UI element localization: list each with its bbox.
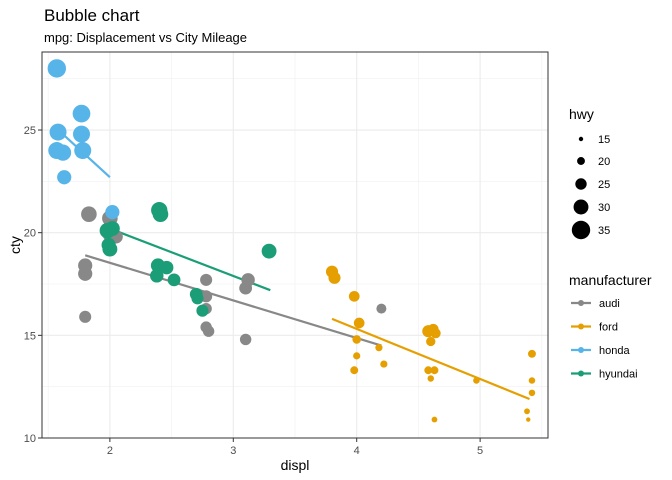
bubble-ford [426, 336, 436, 347]
bubble-audi [241, 273, 255, 287]
x-tick-label: 3 [230, 445, 236, 457]
size-legend-title: hwy [569, 106, 594, 122]
trend-line-audi [84, 254, 382, 347]
color-legend-dot [578, 300, 584, 306]
size-legend-label: 20 [598, 156, 610, 168]
color-legend: manufacturer audi ford honda hyundai [569, 272, 652, 381]
bubble-ford [528, 389, 536, 397]
bubble-audi [239, 333, 252, 346]
bubble-hyundai [150, 269, 164, 283]
size-legend-label: 15 [598, 134, 610, 146]
bubble-hyundai [104, 221, 120, 237]
bubble-ford [350, 366, 359, 375]
bubble-honda [105, 205, 120, 220]
bubble-audi [376, 303, 387, 314]
color-legend-dot [578, 347, 584, 353]
y-tick-label: 20 [24, 228, 36, 240]
size-legend-key [573, 199, 589, 215]
bubble-honda [74, 142, 92, 160]
bubble-ford [528, 377, 536, 384]
color-legend-label-honda: honda [599, 345, 630, 357]
x-tick-label: 4 [354, 445, 360, 457]
chart-subtitle: mpg: Displacement vs City Mileage [44, 30, 247, 45]
size-legend-key [571, 220, 591, 240]
y-tick-label: 25 [24, 125, 36, 137]
bubble-audi [202, 325, 215, 337]
bubble-ford [430, 328, 441, 339]
bubble-audi [81, 206, 97, 223]
bubble-ford [353, 352, 361, 360]
color-legend-label-audi: audi [599, 298, 620, 310]
y-axis: 10 15 20 25 [24, 125, 42, 445]
bubble-honda [72, 125, 90, 143]
bubble-ford [473, 377, 480, 384]
bubble-ford [524, 408, 530, 415]
bubble-ford [528, 349, 536, 358]
bubble-ford [431, 416, 438, 423]
chart-title: Bubble chart [44, 6, 140, 25]
bubble-ford [353, 317, 365, 329]
bubble-ford [430, 366, 439, 375]
color-legend-dot [578, 370, 584, 377]
bubble-ford [526, 417, 531, 422]
bubble-hyundai [159, 260, 174, 275]
color-legend-title: manufacturer [569, 272, 652, 288]
size-legend-label: 30 [598, 202, 610, 214]
bubble-hyundai [196, 304, 209, 317]
color-legend-dot [578, 323, 584, 330]
bubble-honda [57, 170, 72, 185]
x-tick-label: 2 [107, 445, 113, 457]
bubble-ford [348, 290, 360, 302]
grid-minor [42, 52, 548, 438]
bubble-ford [352, 335, 362, 344]
size-legend-key [578, 136, 584, 142]
bubble-hyundai [191, 292, 204, 305]
bubble-audi [79, 310, 92, 323]
bubble-honda [47, 59, 67, 78]
y-axis-title: cty [7, 236, 23, 254]
x-axis: 2 3 4 5 [107, 438, 483, 457]
size-legend-label: 35 [598, 225, 610, 237]
y-tick-label: 15 [24, 330, 36, 342]
plot-border [41, 51, 549, 439]
bubble-hyundai [261, 243, 277, 259]
bubble-honda [49, 123, 67, 141]
plot-area [41, 51, 549, 439]
bubble-hyundai [167, 273, 181, 287]
bubble-audi [78, 266, 93, 281]
bubble-ford [380, 360, 388, 368]
bubble-ford [375, 344, 383, 352]
bubble-hyundai [152, 206, 169, 223]
size-legend-label: 25 [598, 179, 610, 191]
bubble-hyundai [101, 237, 116, 253]
data-points [47, 59, 536, 423]
x-tick-label: 5 [477, 445, 483, 457]
bubble-honda [54, 144, 72, 161]
color-legend-label-ford: ford [599, 322, 618, 334]
bubble-ford [328, 271, 341, 284]
y-tick-label: 10 [24, 433, 36, 445]
size-legend: hwy 15 20 25 30 35 [569, 106, 610, 240]
bubble-audi [200, 273, 213, 286]
bubble-ford [424, 366, 433, 375]
size-legend-key [577, 157, 585, 165]
bubble-ford [427, 375, 435, 382]
x-axis-title: displ [281, 457, 310, 473]
color-legend-label-hyundai: hyundai [599, 369, 638, 381]
bubble-honda [72, 104, 91, 123]
trend-line-ford [331, 317, 530, 401]
size-legend-key [575, 178, 587, 190]
